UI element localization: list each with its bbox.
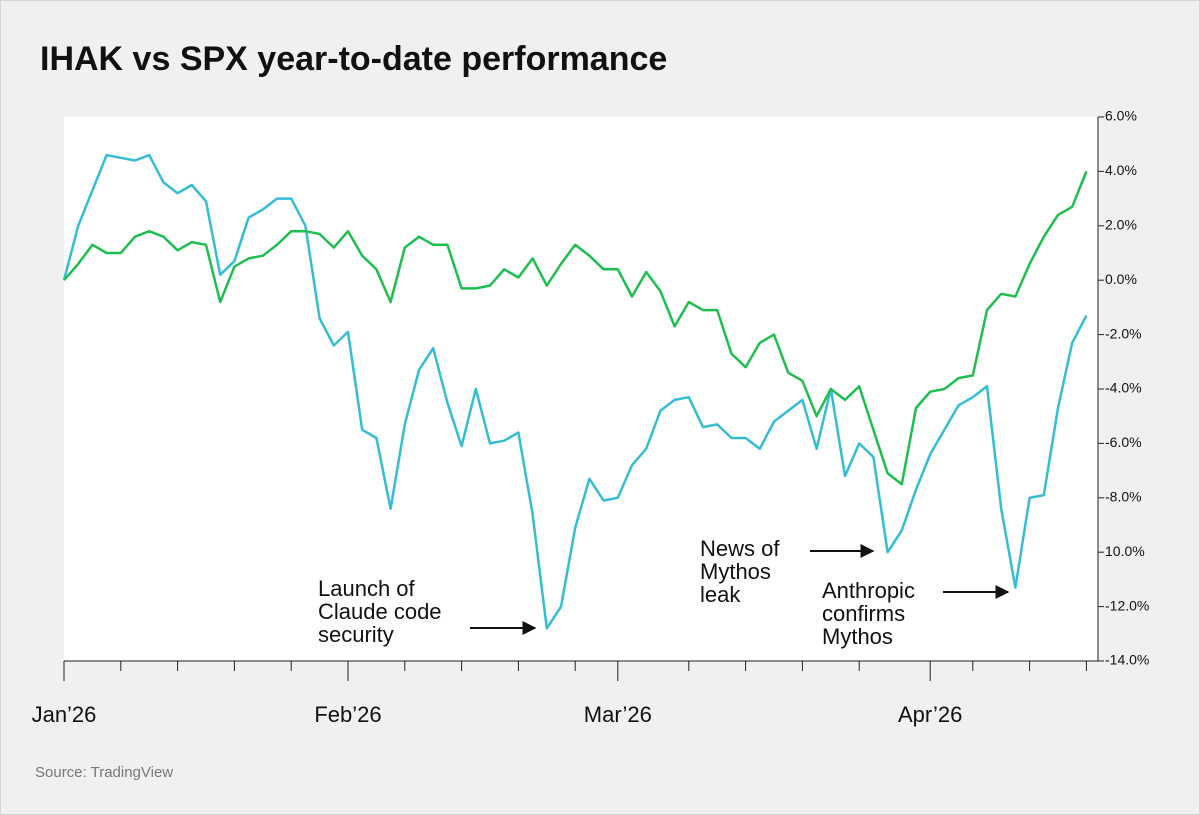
line-series [63, 170, 1088, 486]
line-series [62, 153, 1088, 630]
y-tick-label: 10.0% [1105, 543, 1145, 559]
y-tick-label: -12.0% [1105, 597, 1149, 613]
annotation: Mythos [822, 624, 893, 649]
y-tick-label: 2.0% [1105, 217, 1137, 233]
x-tick-label: Mar’26 [584, 702, 652, 727]
annotation: Anthropic [822, 578, 915, 603]
y-tick-label: -2.0% [1105, 325, 1142, 341]
annotation: leak [700, 582, 741, 607]
annotation: Mythos [700, 559, 771, 584]
y-tick-label: 6.0% [1105, 108, 1137, 124]
annotation: News of [700, 536, 780, 561]
y-tick-label: -8.0% [1105, 489, 1142, 505]
y-tick-label: -6.0% [1105, 434, 1142, 450]
y-tick-label: -4.0% [1105, 380, 1142, 396]
x-tick-label: Feb’26 [314, 702, 381, 727]
annotation: confirms [822, 601, 905, 626]
y-tick-label: 4.0% [1105, 162, 1137, 178]
annotation: security [318, 622, 394, 647]
chart-title: IHAK vs SPX year-to-date performance [40, 40, 667, 78]
annotation: Claude code [318, 599, 442, 624]
annotation: Launch of [318, 576, 416, 601]
y-tick-label: -14.0% [1105, 652, 1149, 668]
source: Source: TradingView [35, 764, 173, 781]
plot-area [64, 117, 1098, 661]
y-tick-label: 0.0% [1105, 271, 1137, 287]
x-tick-label: Apr’26 [898, 702, 962, 727]
x-tick-label: Jan’26 [32, 702, 97, 727]
